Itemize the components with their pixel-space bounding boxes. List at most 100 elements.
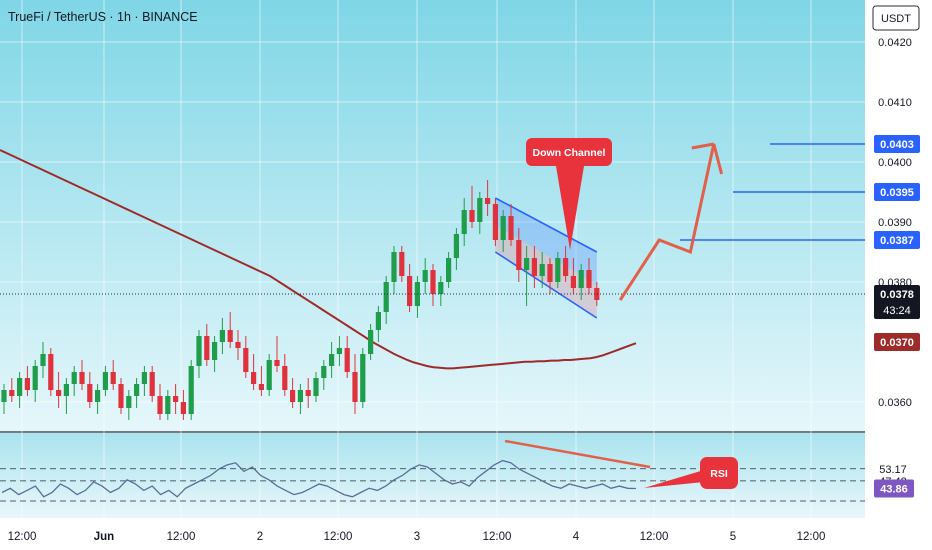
candle-body [516, 240, 522, 270]
candle-body [118, 384, 124, 408]
candle [219, 318, 225, 354]
projection-arrowhead [691, 142, 715, 150]
candle [531, 246, 537, 288]
price-levels-layer[interactable] [0, 143, 865, 295]
candle-body [336, 348, 342, 354]
rsi-line [1, 459, 637, 498]
time-tick-label: 12:00 [8, 531, 37, 543]
candle [391, 246, 397, 294]
candle-body [360, 354, 366, 402]
candle [375, 306, 381, 342]
time-tick-label: 3 [414, 531, 420, 543]
candle [17, 372, 23, 408]
candle [48, 348, 54, 396]
time-tick-label: 12:00 [640, 531, 669, 543]
candle [305, 378, 311, 408]
candle [173, 384, 179, 414]
countdown-label: 43:24 [883, 305, 911, 317]
rsi-callout[interactable]: RSI [644, 457, 738, 489]
price-axis-background [865, 0, 932, 550]
candle [87, 372, 93, 408]
time-tick-label: Jun [94, 531, 114, 543]
rsi-tick-label: 53.17 [879, 464, 907, 476]
current-price-label: 0.0378 [880, 289, 914, 301]
candle-body [375, 312, 381, 330]
candle-body [1, 390, 7, 402]
candle-body [243, 348, 249, 372]
candle [313, 372, 319, 402]
price-level-badge[interactable] [874, 135, 920, 153]
candle-body [212, 342, 218, 360]
rsi-value-label: 43.86 [880, 484, 908, 496]
price-level-label: 0.0403 [880, 139, 914, 151]
candle-body [329, 354, 335, 366]
moving-average-line [0, 149, 637, 370]
candle-body [188, 366, 194, 414]
time-tick-label: 12:00 [167, 531, 196, 543]
candle [149, 366, 155, 402]
price-level-badge[interactable] [874, 231, 920, 249]
candle [118, 378, 124, 414]
candle-body [422, 270, 428, 282]
candle-body [453, 234, 459, 258]
candle [134, 378, 140, 408]
channel-lower-line[interactable] [494, 251, 598, 319]
candle-body [352, 372, 358, 402]
rsi-callout-pointer [644, 470, 704, 488]
time-tick-label: 12:00 [324, 531, 353, 543]
moving-average-layer [0, 149, 637, 370]
candle-body [9, 390, 15, 396]
channel-upper-line[interactable] [495, 197, 598, 253]
candle-body [71, 372, 77, 384]
candle-body [508, 216, 514, 240]
candle-body [134, 384, 140, 396]
current-price-badge [874, 285, 920, 319]
candle [24, 366, 30, 396]
ma-value-badge [874, 333, 920, 351]
candle-body [165, 396, 171, 414]
time-tick-label: 5 [730, 531, 736, 543]
candle-body [196, 336, 202, 366]
rsi-divergence-line[interactable] [504, 439, 651, 469]
candle-body [469, 210, 475, 222]
candle-body [500, 216, 506, 240]
down-channel-callout[interactable]: Down Channel [526, 138, 612, 250]
candle-body [180, 402, 186, 414]
candle [126, 390, 132, 420]
projection-layer[interactable] [618, 142, 724, 301]
time-tick-label: 2 [257, 531, 263, 543]
candle [235, 330, 241, 360]
candle-body [492, 204, 498, 240]
candle [274, 336, 280, 372]
candle-body [594, 288, 600, 300]
time-axis[interactable]: 12:00 Jun 12:00 2 12:00 3 12:00 4 12:00 5 12:00 [8, 531, 826, 543]
time-tick-label: 12:00 [483, 531, 512, 543]
ma-value-label: 0.0370 [880, 337, 914, 349]
candle-body [219, 330, 225, 342]
candle-body [56, 390, 62, 396]
candle [407, 264, 413, 312]
candle [461, 198, 467, 246]
candle [368, 324, 374, 360]
rsi-layer [0, 439, 865, 502]
price-axis[interactable]: 0.04200.04100.04000.03900.03800.03600.04… [874, 37, 920, 498]
currency-box [872, 5, 920, 31]
currency-selector[interactable]: USDT [872, 5, 920, 31]
candle-body [383, 282, 389, 312]
candle-body [149, 372, 155, 396]
candle [453, 228, 459, 270]
projection-path[interactable] [618, 143, 724, 301]
price-level-badge[interactable] [874, 183, 920, 201]
price-tick-label: 0.0360 [878, 397, 912, 409]
candle-body [438, 282, 444, 294]
candle [594, 282, 600, 306]
rsi-value-badge [874, 479, 914, 498]
candle-body [32, 366, 38, 390]
candle [344, 336, 350, 378]
candle-body [344, 348, 350, 372]
time-axis-background [0, 518, 865, 550]
candle-body [102, 372, 108, 390]
candle [524, 246, 530, 306]
